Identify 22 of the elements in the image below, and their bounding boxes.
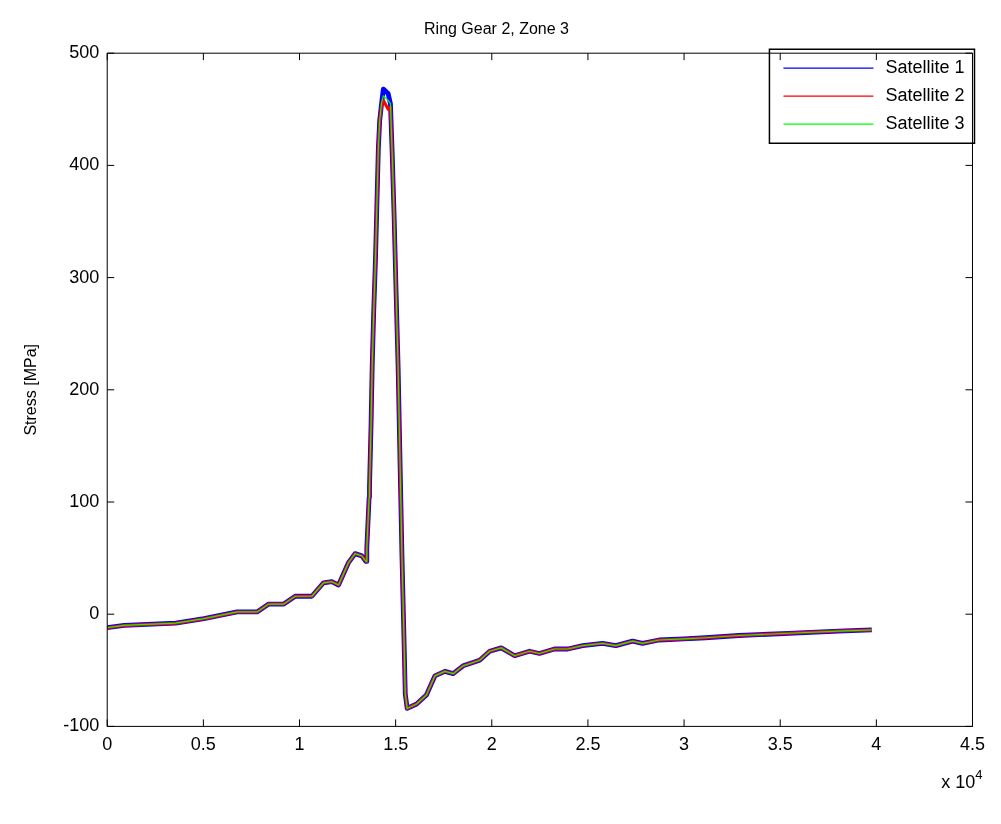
chart-title: Ring Gear 2, Zone 3 (424, 20, 570, 38)
x-tick-label: 3 (679, 734, 690, 755)
y-tick-label: 100 (69, 490, 100, 511)
x-tick-label: 2.5 (575, 734, 601, 755)
y-tick-label: 300 (69, 266, 100, 287)
x-tick-label: 4 (871, 734, 882, 755)
y-tick-label: -100 (63, 715, 100, 736)
y-tick-label: 0 (89, 603, 100, 624)
y-axis-title: Stress [MPa] (22, 344, 40, 436)
x-tick-label: 1 (294, 734, 305, 755)
x-tick-label: 3.5 (767, 734, 793, 755)
x-tick-label: 1.5 (383, 734, 409, 755)
text: Satellite 2 (885, 85, 965, 106)
x-tick-label: 4.5 (959, 734, 985, 755)
y-tick-label: 200 (69, 378, 100, 399)
x-tick-label: 0.5 (190, 734, 216, 755)
text: Satellite 1 (885, 57, 965, 78)
x-tick-label: 0 (102, 734, 113, 755)
text: Satellite 3 (885, 113, 965, 134)
x-tick-label: 2 (486, 734, 497, 755)
y-tick-label: 400 (69, 154, 100, 175)
y-tick-label: 500 (69, 42, 100, 63)
